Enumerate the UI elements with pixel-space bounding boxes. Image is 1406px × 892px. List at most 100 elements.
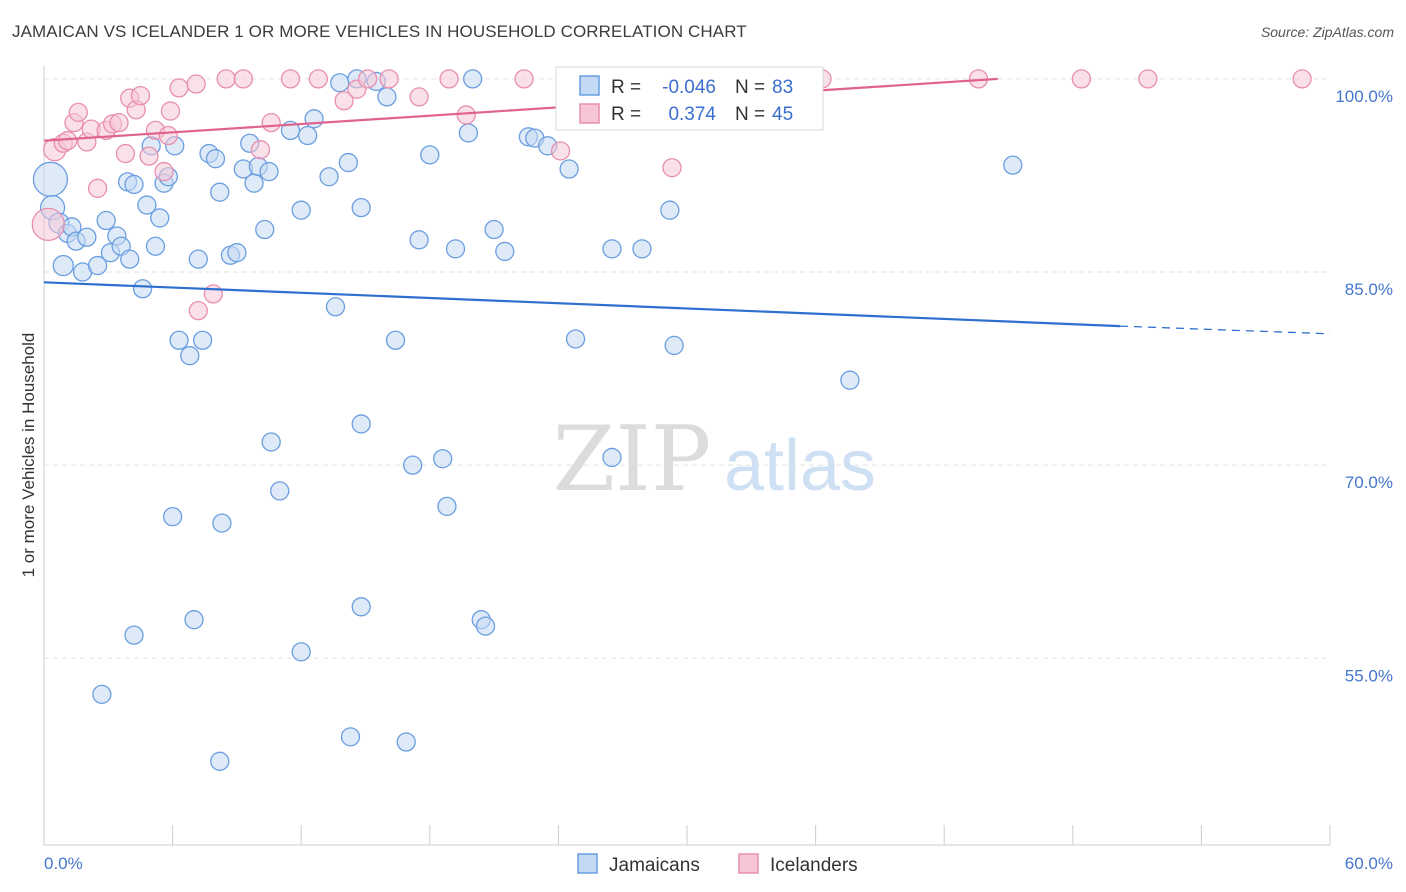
point-icelanders-22	[186, 74, 206, 94]
legend: R = -0.046 N = 83 R = 0.374 N = 45	[555, 66, 824, 131]
legend-r-label-1: R =	[611, 77, 641, 98]
point-icelanders-36	[439, 69, 459, 89]
point-jamaicans-33	[227, 243, 247, 263]
point-icelanders-21	[169, 78, 189, 98]
point-icelanders-24	[203, 284, 223, 304]
bottom-legend-swatch-icelanders	[738, 853, 759, 874]
legend-n-label-2: N =	[735, 104, 765, 125]
trend-line-jamaicans-extension	[1119, 325, 1331, 335]
point-jamaicans-8	[77, 227, 97, 247]
point-icelanders-23	[188, 300, 208, 321]
point-jamaicans-64	[565, 329, 586, 349]
point-jamaicans-55	[445, 239, 466, 259]
legend-r-value-1: -0.046	[662, 77, 716, 98]
y-tick-label-3: 55.0%	[1345, 666, 1393, 685]
point-icelanders-11	[109, 113, 129, 133]
point-jamaicans-66	[602, 239, 622, 259]
watermark-atlas: atlas	[724, 426, 876, 506]
point-icelanders-37	[456, 105, 476, 125]
point-icelanders-0	[31, 207, 65, 242]
point-icelanders-46	[1138, 69, 1158, 89]
point-jamaicans-18	[137, 195, 157, 215]
legend-swatch-icelanders	[579, 103, 600, 124]
legend-r-label-2: R =	[611, 104, 641, 125]
point-jamaicans-91	[92, 684, 112, 705]
x-tick-labels: 0.0% 60.0%	[44, 854, 1393, 873]
point-jamaicans-83	[433, 449, 453, 469]
point-jamaicans-9	[87, 255, 108, 276]
point-jamaicans-21	[150, 208, 170, 228]
point-jamaicans-73	[840, 370, 860, 390]
trend-line-icelanders	[43, 77, 998, 142]
point-icelanders-19	[158, 125, 178, 146]
point-jamaicans-0	[32, 161, 69, 197]
point-icelanders-27	[250, 140, 271, 160]
x-tick-label-1: 60.0%	[1345, 854, 1393, 873]
point-icelanders-16	[139, 146, 159, 166]
point-icelanders-45	[1071, 69, 1092, 89]
point-jamaicans-45	[325, 297, 346, 317]
y-axis-label: 1 or more Vehicles in Household	[19, 333, 38, 578]
point-icelanders-18	[154, 161, 174, 182]
point-icelanders-12	[115, 143, 136, 164]
point-jamaicans-81	[351, 414, 371, 434]
point-icelanders-47	[1292, 69, 1312, 89]
point-jamaicans-41	[291, 200, 311, 220]
point-icelanders-26	[233, 69, 253, 89]
point-jamaicans-39	[259, 161, 279, 182]
point-jamaicans-15	[120, 249, 140, 269]
point-jamaicans-75	[124, 625, 144, 645]
point-jamaicans-3	[52, 254, 74, 277]
y-tick-labels: 100.0% 85.0% 70.0% 55.0%	[1335, 87, 1393, 685]
point-jamaicans-27	[188, 249, 208, 269]
legend-n-label-1: N =	[735, 77, 765, 98]
point-jamaicans-28	[192, 330, 213, 350]
point-jamaicans-90	[602, 447, 622, 468]
trend-lines	[43, 77, 1331, 335]
point-jamaicans-16	[124, 174, 144, 195]
point-jamaicans-54	[420, 145, 440, 165]
legend-box	[555, 66, 824, 131]
y-tick-label-0: 100.0%	[1335, 87, 1393, 106]
legend-n-value-1: 83	[772, 77, 793, 98]
point-jamaicans-20	[145, 236, 166, 256]
y-tick-label-2: 70.0%	[1345, 473, 1393, 492]
point-jamaicans-80	[291, 642, 311, 662]
point-icelanders-38	[514, 69, 534, 89]
legend-r-value-2: 0.374	[668, 104, 716, 125]
point-jamaicans-68	[660, 200, 680, 220]
chart-title: JAMAICAN VS ICELANDER 1 OR MORE VEHICLES…	[12, 22, 747, 41]
point-jamaicans-76	[162, 507, 183, 527]
watermark: ZIP atlas	[553, 407, 876, 512]
point-jamaicans-47	[338, 152, 359, 173]
watermark-zip: ZIP	[553, 407, 712, 512]
point-jamaicans-82	[403, 455, 423, 475]
trend-line-jamaicans	[43, 281, 1120, 328]
point-jamaicans-51	[377, 87, 397, 107]
point-jamaicans-85	[184, 610, 204, 630]
point-jamaicans-84	[437, 496, 457, 517]
axes	[43, 66, 1331, 846]
bottom-legend-icelanders: Icelanders	[770, 855, 858, 876]
point-jamaicans-92	[210, 751, 230, 771]
point-jamaicans-69	[664, 335, 684, 356]
point-jamaicans-53	[409, 230, 429, 250]
point-jamaicans-30	[205, 149, 226, 169]
legend-swatch-jamaicans	[579, 75, 600, 96]
point-jamaicans-25	[169, 330, 189, 350]
point-icelanders-31	[334, 91, 354, 111]
point-icelanders-34	[379, 69, 399, 89]
point-jamaicans-67	[632, 239, 652, 259]
point-icelanders-28	[261, 113, 281, 133]
point-icelanders-20	[160, 101, 181, 121]
point-jamaicans-49	[351, 197, 371, 218]
point-icelanders-35	[409, 87, 429, 107]
point-icelanders-8	[87, 178, 108, 198]
point-jamaicans-31	[210, 182, 230, 202]
bottom-legend: Jamaicans Icelanders	[577, 853, 858, 876]
point-jamaicans-43	[304, 109, 324, 129]
point-jamaicans-10	[96, 210, 116, 231]
point-jamaicans-63	[559, 159, 579, 179]
point-jamaicans-87	[396, 732, 416, 752]
